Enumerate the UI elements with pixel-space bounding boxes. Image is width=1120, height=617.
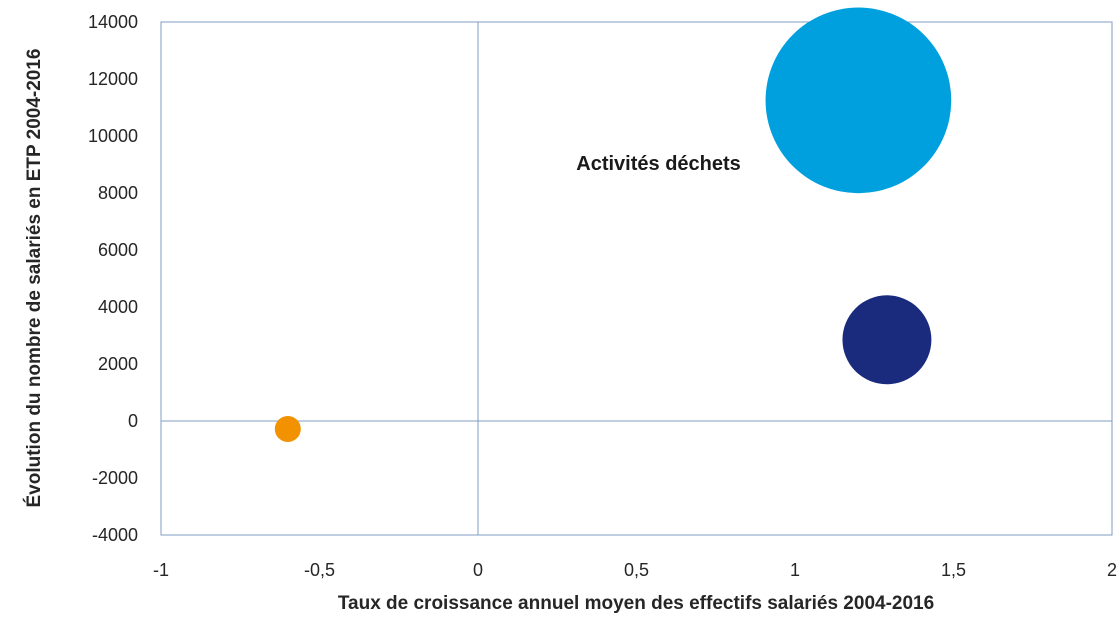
bubbles: [274, 7, 952, 442]
x-tick-label: -1: [153, 560, 169, 580]
x-axis-title: Taux de croissance annuel moyen des effe…: [338, 593, 934, 614]
y-tick-label: 14000: [88, 12, 138, 32]
y-tick-label: 4000: [98, 297, 138, 317]
y-axis-title: Évolution du nombre de salariés en ETP 2…: [23, 49, 45, 508]
zero-lines: [161, 22, 1112, 535]
annotation-label: Activités déchets: [576, 153, 741, 175]
plot-area: [160, 21, 1113, 536]
annotations: Activités déchets: [576, 153, 741, 175]
x-tick-label: 1: [790, 560, 800, 580]
y-tick-label: 2000: [98, 354, 138, 374]
bubble: [842, 295, 932, 385]
y-tick-label: -2000: [92, 468, 138, 488]
x-tick-label: -0,5: [304, 560, 335, 580]
bubble: [765, 7, 952, 194]
x-tick-label: 0,5: [624, 560, 649, 580]
y-tick-labels: -4000 -2000 0 2000 4000 6000 8000 10000 12000 140…: [88, 12, 138, 545]
y-tick-label: 12000: [88, 69, 138, 89]
x-tick-label: 2: [1107, 560, 1117, 580]
y-tick-label: 8000: [98, 183, 138, 203]
y-tick-label: 0: [128, 411, 138, 431]
x-tick-label: 0: [473, 560, 483, 580]
y-tick-label: 6000: [98, 240, 138, 260]
x-tick-labels: -1 -0,5 0 0,5 1 1,5 2: [153, 560, 1117, 580]
bubble: [274, 415, 301, 442]
y-tick-label: 10000: [88, 126, 138, 146]
y-tick-label: -4000: [92, 525, 138, 545]
x-tick-label: 1,5: [941, 560, 966, 580]
